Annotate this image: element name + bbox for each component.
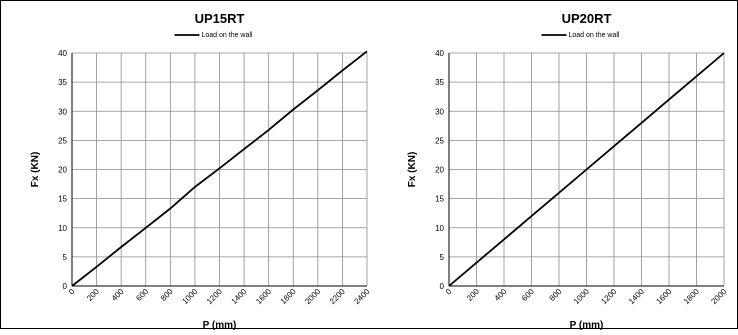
x-axis-label: P (mm)	[203, 320, 237, 330]
x-tick-label: 1600	[254, 287, 273, 306]
series-line	[448, 52, 725, 287]
series-line	[71, 50, 368, 287]
x-tick-label: 2200	[328, 287, 347, 306]
y-tick-label: 10	[58, 224, 67, 233]
y-tick-label: 0	[440, 282, 445, 291]
x-tick-label: 1600	[654, 287, 673, 306]
x-tick-label: 600	[134, 287, 150, 303]
y-tick-label: 25	[58, 136, 67, 145]
x-tick-label: 1000	[572, 287, 591, 306]
x-tick-label: 0	[444, 287, 454, 297]
y-tick-label: 20	[58, 166, 67, 175]
x-tick-label: 1200	[205, 287, 224, 306]
x-tick-label: 2400	[352, 287, 371, 306]
y-axis-label: Fx (KN)	[407, 152, 418, 188]
x-tick-label: 200	[85, 287, 101, 303]
legend-label: Load on the wall	[202, 32, 253, 39]
y-tick-label: 15	[435, 195, 444, 204]
y-tick-label: 40	[58, 49, 67, 58]
x-tick-label: 400	[110, 287, 126, 303]
x-tick-label: 1800	[279, 287, 298, 306]
x-tick-label: 800	[548, 287, 564, 303]
y-tick-label: 25	[435, 136, 444, 145]
y-axis-label: Fx (KN)	[30, 152, 41, 188]
x-tick-label: 2000	[303, 287, 322, 306]
y-tick-label: 5	[440, 253, 445, 262]
y-tick-label: 10	[435, 224, 444, 233]
x-tick-label: 1000	[180, 287, 199, 306]
chart-title: UP20RT	[562, 11, 612, 26]
y-tick-label: 35	[58, 78, 67, 87]
y-tick-label: 5	[63, 253, 68, 262]
y-tick-label: 30	[435, 107, 444, 116]
x-tick-label: 1800	[682, 287, 701, 306]
x-tick-label: 400	[493, 287, 509, 303]
x-axis-label: P (mm)	[570, 320, 604, 330]
y-tick-label: 40	[435, 49, 444, 58]
x-tick-label: 1200	[599, 287, 618, 306]
x-tick-label: 600	[520, 287, 536, 303]
legend-label: Load on the wall	[569, 32, 620, 39]
y-tick-label: 35	[435, 78, 444, 87]
x-tick-label: 2000	[709, 287, 728, 306]
y-tick-label: 0	[63, 282, 68, 291]
y-tick-label: 30	[58, 107, 67, 116]
y-tick-label: 15	[58, 195, 67, 204]
x-tick-label: 800	[159, 287, 175, 303]
x-tick-label: 200	[465, 287, 481, 303]
x-tick-label: 1400	[230, 287, 249, 306]
x-tick-label: 0	[67, 287, 77, 297]
y-tick-label: 20	[435, 166, 444, 175]
x-tick-label: 1400	[627, 287, 646, 306]
chart-title: UP15RT	[195, 11, 245, 26]
